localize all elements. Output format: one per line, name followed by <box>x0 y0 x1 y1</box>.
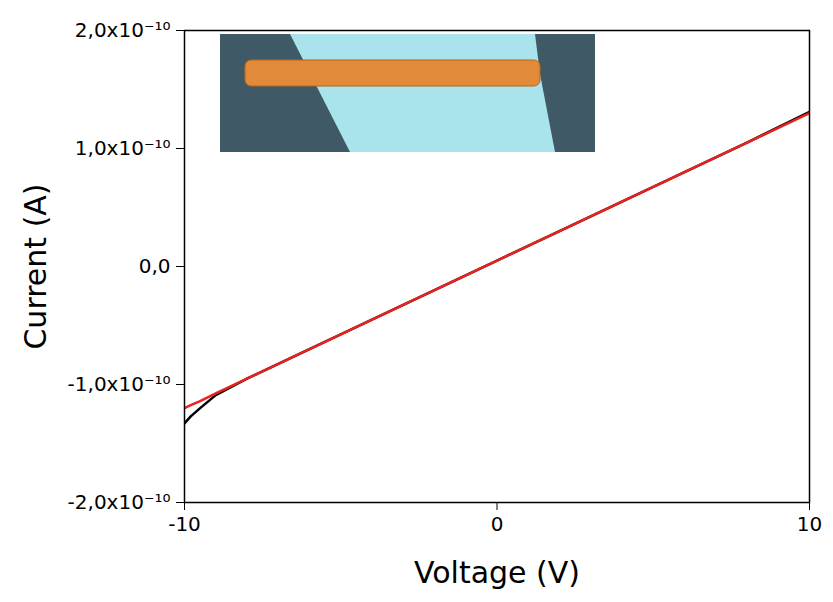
svg-text:0: 0 <box>491 512 504 536</box>
svg-text:2,0x10⁻¹⁰: 2,0x10⁻¹⁰ <box>75 18 171 42</box>
svg-text:Current (A): Current (A) <box>18 183 53 349</box>
svg-text:-2,0x10⁻¹⁰: -2,0x10⁻¹⁰ <box>68 490 171 514</box>
svg-text:Voltage (V): Voltage (V) <box>414 555 580 590</box>
svg-text:-10: -10 <box>168 512 201 536</box>
svg-text:1,0x10⁻¹⁰: 1,0x10⁻¹⁰ <box>75 136 171 160</box>
svg-text:0,0: 0,0 <box>139 254 171 278</box>
svg-text:10: 10 <box>797 512 822 536</box>
svg-text:-1,0x10⁻¹⁰: -1,0x10⁻¹⁰ <box>68 372 171 396</box>
